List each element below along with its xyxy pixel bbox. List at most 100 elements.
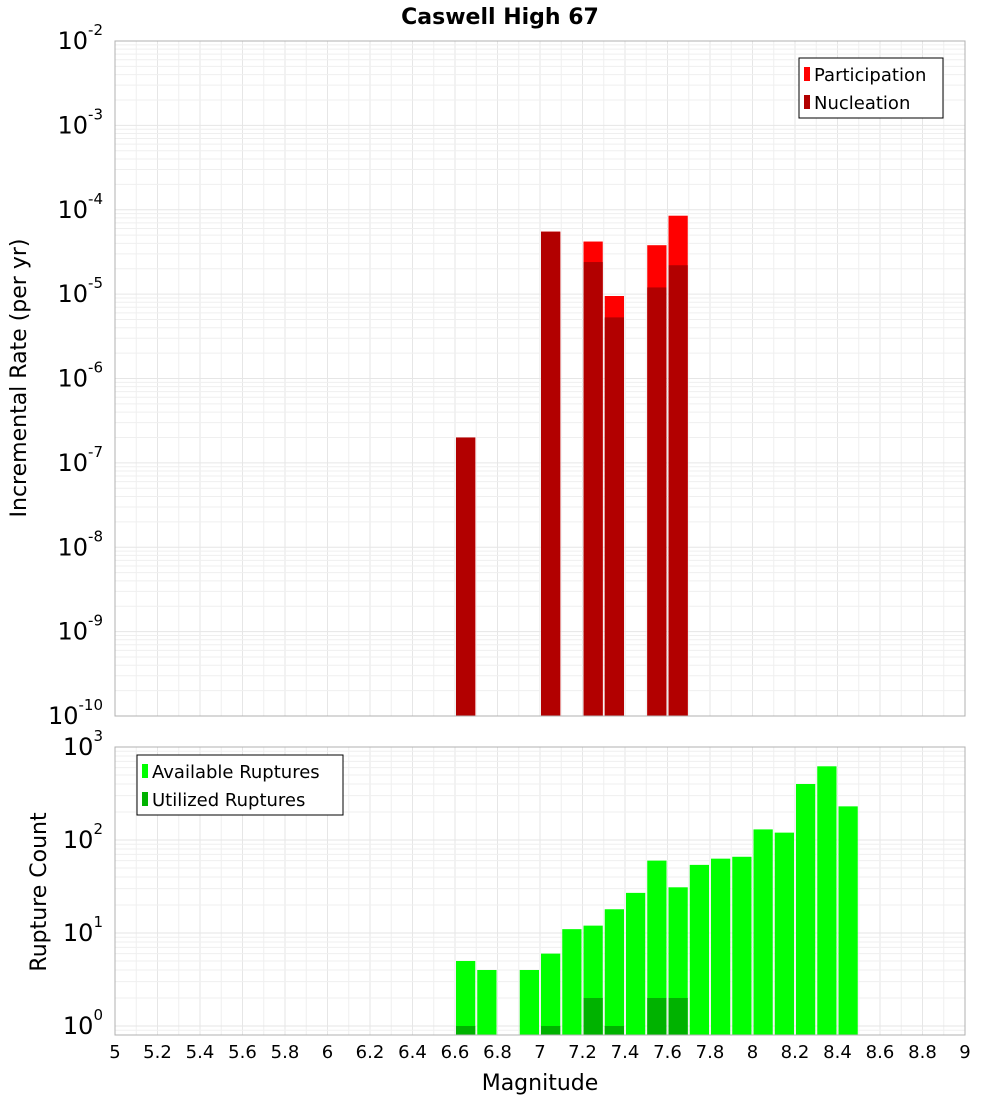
bar-utilized-ruptures — [604, 1025, 624, 1035]
x-tick-label: 6.2 — [356, 1042, 385, 1063]
y-tick-exponent: -8 — [88, 527, 103, 545]
y-tick-base: 10 — [63, 1012, 94, 1040]
bar-available-ruptures — [456, 960, 476, 1035]
x-tick-label: 7.2 — [568, 1042, 597, 1063]
y-tick-exponent: 2 — [93, 820, 103, 838]
bar-utilized-ruptures — [541, 1025, 561, 1035]
x-tick-label: 7 — [534, 1042, 545, 1063]
y-tick-label: 10-3 — [57, 105, 103, 139]
x-tick-label: 5 — [109, 1042, 120, 1063]
y-tick-exponent: -2 — [88, 21, 103, 39]
y-tick-base: 10 — [48, 702, 79, 730]
x-tick-label: 8.2 — [781, 1042, 810, 1063]
bar-nucleation — [647, 287, 667, 716]
x-tick-label: 7.8 — [696, 1042, 725, 1063]
legend-swatch — [804, 67, 810, 81]
top-plot-area — [114, 40, 966, 717]
legend-label: Available Ruptures — [152, 762, 320, 783]
legend-label: Participation — [814, 65, 926, 86]
y-tick-base: 10 — [57, 618, 88, 646]
bar-utilized-ruptures — [647, 997, 667, 1035]
x-tick-label: 6.4 — [398, 1042, 427, 1063]
y-tick-base: 10 — [57, 533, 88, 561]
legend-box — [798, 57, 944, 119]
y-tick-base: 10 — [63, 919, 94, 947]
bar-available-ruptures — [541, 953, 561, 1035]
top-plot-grid — [114, 40, 966, 717]
y-tick-label: 102 — [63, 820, 103, 854]
bar-nucleation — [668, 265, 688, 716]
bottom-plot-area — [114, 746, 966, 1036]
y-tick-exponent: -7 — [88, 443, 103, 461]
bar-available-ruptures — [562, 929, 582, 1035]
legend-swatch — [804, 95, 810, 109]
bottom-plot-bars — [456, 766, 858, 1035]
top-legend: Participation Nucleation — [798, 57, 944, 119]
y-tick-base: 10 — [57, 365, 88, 393]
legend-swatch — [142, 764, 148, 778]
x-tick-label: 5.4 — [186, 1042, 215, 1063]
y-tick-base: 10 — [63, 826, 94, 854]
y-tick-exponent: -9 — [88, 612, 103, 630]
x-tick-label: 8 — [747, 1042, 758, 1063]
bar-available-ruptures — [774, 832, 794, 1035]
bottom-y-axis-label: Rupture Count — [27, 812, 52, 972]
bar-available-ruptures — [796, 784, 816, 1035]
bar-available-ruptures — [732, 856, 752, 1035]
x-tick-label: 8.6 — [866, 1042, 895, 1063]
bar-available-ruptures — [711, 858, 731, 1035]
y-tick-label: 10-2 — [57, 21, 103, 55]
x-axis-label: Magnitude — [482, 1071, 599, 1096]
y-tick-exponent: 0 — [93, 1006, 103, 1024]
y-tick-base: 10 — [57, 196, 88, 224]
legend-box — [136, 754, 344, 816]
y-tick-exponent: -3 — [88, 105, 103, 123]
y-tick-label: 10-5 — [57, 274, 103, 308]
bar-utilized-ruptures — [456, 1025, 476, 1035]
x-tick-label: 5.2 — [143, 1042, 172, 1063]
y-tick-exponent: 1 — [93, 913, 103, 931]
bar-nucleation — [541, 231, 561, 716]
chart-title: Caswell High 67 — [401, 5, 599, 30]
y-tick-exponent: -6 — [88, 359, 103, 377]
legend-label: Utilized Ruptures — [152, 790, 305, 811]
y-tick-exponent: -4 — [88, 190, 103, 208]
bar-nucleation — [583, 262, 603, 716]
y-tick-label: 10-6 — [57, 359, 103, 393]
bar-utilized-ruptures — [668, 997, 688, 1035]
x-tick-label: 6.6 — [441, 1042, 470, 1063]
bar-nucleation — [456, 437, 476, 716]
y-tick-label: 10-4 — [57, 190, 103, 224]
legend-label: Nucleation — [814, 93, 910, 114]
y-tick-exponent: 3 — [93, 727, 103, 745]
bottom-legend: Available Ruptures Utilized Ruptures — [136, 754, 344, 816]
bar-available-ruptures — [689, 864, 709, 1035]
y-tick-label: 100 — [63, 1006, 103, 1040]
y-tick-label: 10-9 — [57, 612, 103, 646]
x-tick-label: 5.6 — [228, 1042, 257, 1063]
bar-available-ruptures — [626, 892, 646, 1035]
x-axis-ticks: 5 5.2 5.4 5.6 5.8 6 6.2 6.4 6.6 6.8 7 7.2 7.4 7.6 7.8 8… — [109, 1042, 970, 1063]
bar-available-ruptures — [838, 806, 858, 1035]
bar-available-ruptures — [753, 829, 773, 1035]
y-tick-label: 10-8 — [57, 527, 103, 561]
y-tick-exponent: -5 — [88, 274, 103, 292]
bar-nucleation — [604, 317, 624, 716]
bar-available-ruptures — [604, 909, 624, 1035]
x-tick-label: 9 — [959, 1042, 970, 1063]
bar-available-ruptures — [817, 766, 837, 1035]
y-tick-base: 10 — [57, 111, 88, 139]
x-tick-label: 8.4 — [823, 1042, 852, 1063]
legend-swatch — [142, 792, 148, 806]
y-tick-label: 101 — [63, 913, 103, 947]
y-tick-base: 10 — [63, 733, 94, 761]
bar-available-ruptures — [519, 969, 539, 1035]
y-tick-exponent: -10 — [79, 696, 104, 714]
x-tick-label: 6 — [322, 1042, 333, 1063]
x-tick-label: 6.8 — [483, 1042, 512, 1063]
x-tick-label: 5.8 — [271, 1042, 300, 1063]
bar-utilized-ruptures — [583, 997, 603, 1035]
bar-available-ruptures — [477, 969, 497, 1035]
